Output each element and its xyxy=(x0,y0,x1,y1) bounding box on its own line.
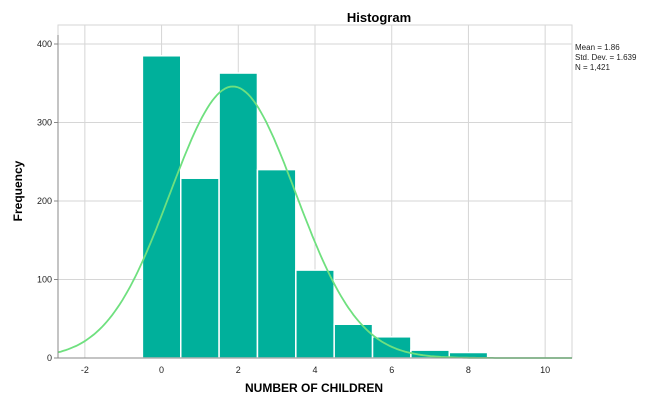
histogram-bar xyxy=(218,72,259,359)
x-axis-label: NUMBER OF CHILDREN xyxy=(245,381,383,395)
histogram-bar xyxy=(141,55,182,359)
y-tick-label: 400 xyxy=(37,39,52,49)
y-tick-label: 100 xyxy=(37,275,52,285)
x-tick-label: 0 xyxy=(159,365,164,375)
y-axis-label: Frequency xyxy=(11,160,25,221)
y-tick-label: 0 xyxy=(47,353,52,363)
stats-n: N = 1,421 xyxy=(575,63,610,72)
y-tick-label: 200 xyxy=(37,196,52,206)
chart-title: Histogram xyxy=(347,10,411,25)
x-tick-label: 4 xyxy=(312,365,317,375)
bars xyxy=(141,55,489,359)
x-tick-label: -2 xyxy=(81,365,89,375)
stats-legend: Mean = 1.86 Std. Dev. = 1.639 N = 1,421 xyxy=(575,43,637,72)
x-tick-label: 6 xyxy=(389,365,394,375)
histogram-bar xyxy=(256,168,297,359)
x-tick-label: 2 xyxy=(236,365,241,375)
stats-mean: Mean = 1.86 xyxy=(575,43,620,52)
stats-std-dev: Std. Dev. = 1.639 xyxy=(575,53,637,62)
axes xyxy=(54,35,572,359)
x-tick-label: 8 xyxy=(466,365,471,375)
x-tick-label: 10 xyxy=(540,365,550,375)
y-tick-label: 300 xyxy=(37,118,52,128)
histogram-bar xyxy=(295,269,335,359)
histogram-bar xyxy=(179,177,220,359)
